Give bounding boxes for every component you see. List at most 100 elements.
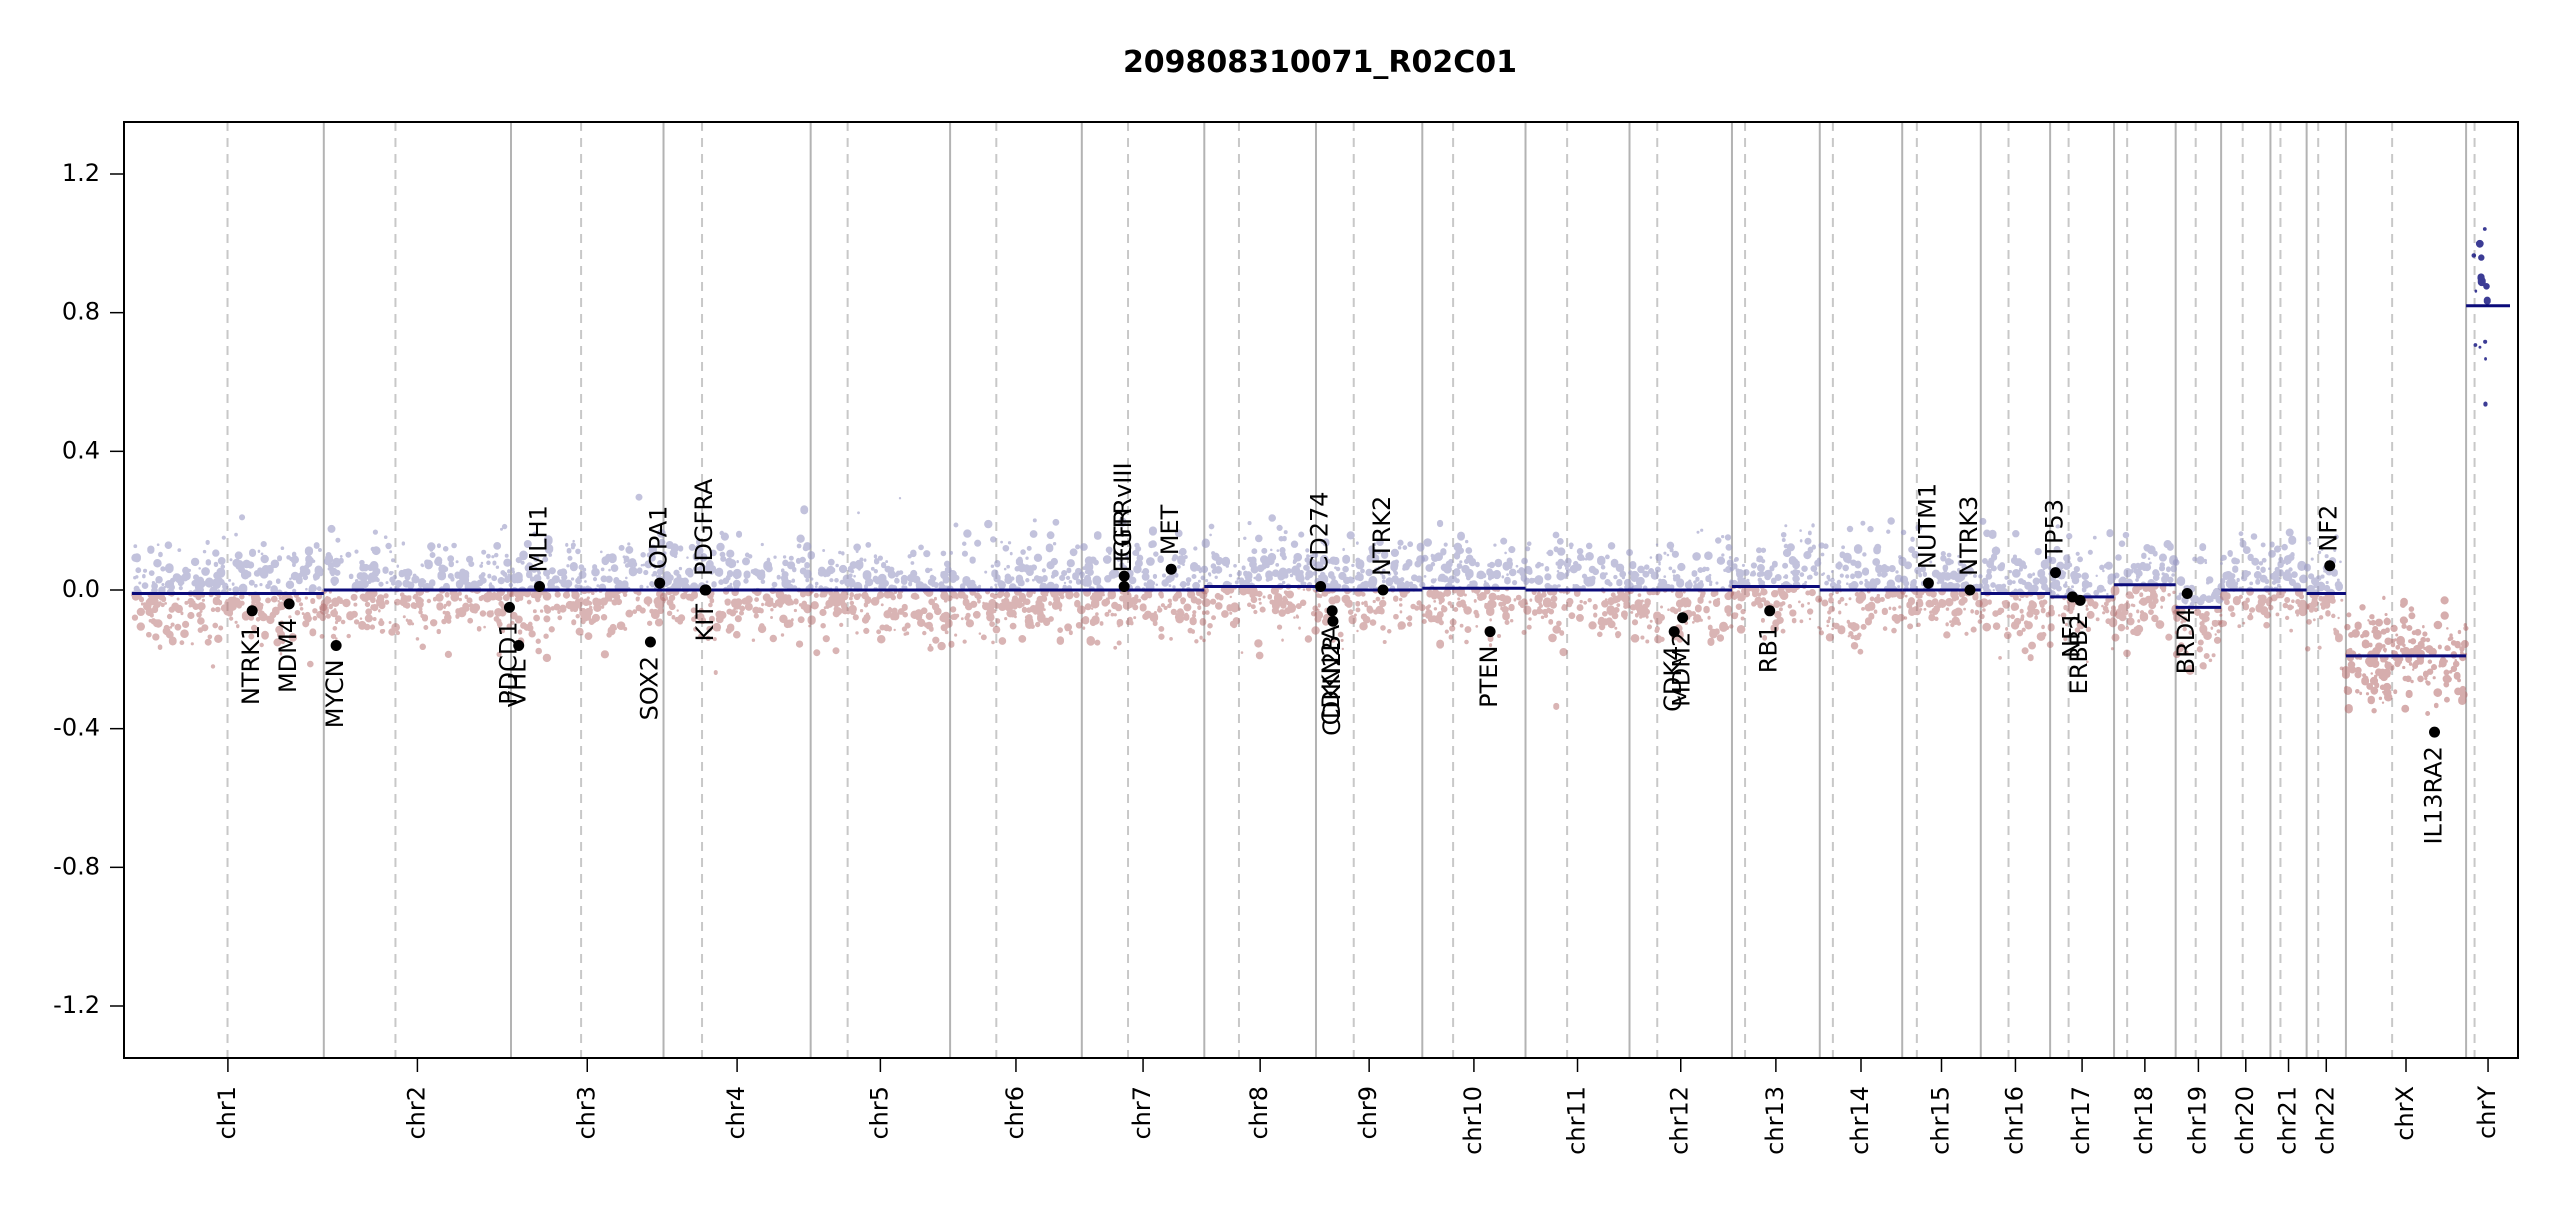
gene-label-EGFRvIII: EGFRvIII: [1109, 462, 1137, 562]
x-tick-label-chr9: chr9: [1354, 1086, 1382, 1140]
gene-label-MDM2: MDM2: [1668, 632, 1696, 707]
probe-cloud-gain-chr10: [1421, 519, 1528, 589]
x-tick-label-chr4: chr4: [722, 1086, 750, 1140]
probe-cloud-loss-chr6: [946, 590, 1086, 648]
gene-label-PDCD1: PDCD1: [494, 621, 522, 704]
gene-marker-EGFR: [1118, 581, 1130, 593]
gene-marker-PTEN: [1484, 626, 1496, 638]
probe-cloud-loss-chr2: [319, 590, 514, 659]
probe-cloud-gain-chr14: [1818, 517, 1903, 590]
x-tick-label-chr22: chr22: [2311, 1086, 2339, 1155]
gene-label-TP53: TP53: [2041, 499, 2069, 560]
gene-label-NTRK2: NTRK2: [1368, 496, 1396, 576]
probe-cloud-loss-chr7: [1080, 590, 1208, 650]
probe-cloud-loss-chr17: [2046, 596, 2118, 664]
probe-cloud-gain-chr3: [510, 493, 666, 590]
probe-cloud-loss-chr15: [1900, 590, 1983, 639]
x-tick-label-chr16: chr16: [2000, 1086, 2028, 1155]
x-tick-label-chr5: chr5: [865, 1086, 893, 1140]
probe-cloud-gain-chr15: [1898, 524, 1984, 590]
gene-label-CD274: CD274: [1306, 491, 1334, 572]
x-tick-label-chr12: chr12: [1666, 1086, 1694, 1155]
x-tick-label-chr18: chr18: [2130, 1086, 2158, 1155]
gene-label-NTRK3: NTRK3: [1955, 496, 1983, 576]
x-tick-label-chrY: chrY: [2473, 1086, 2501, 1139]
gene-label-CDK4: CDK4: [1659, 646, 1687, 712]
y-tick-label: 0.0: [62, 575, 100, 603]
x-tick-label-chr1: chr1: [213, 1086, 241, 1140]
probe-cloud-gain-chr17: [2048, 524, 2117, 597]
gene-label-NF2: NF2: [2315, 505, 2343, 552]
probe-cloud-loss-chr18: [2110, 584, 2180, 658]
probe-cloud-loss-chr3: [509, 590, 666, 663]
probe-cloud-loss-chr8: [1201, 586, 1320, 660]
gene-label-MDM4: MDM4: [274, 618, 302, 693]
probe-points: [131, 227, 2491, 716]
probe-cloud-loss-chr22: [2305, 593, 2344, 671]
probe-cloud-loss-chr4: [660, 590, 813, 675]
x-tick-label-chr17: chr17: [2067, 1086, 2095, 1155]
gene-label-MYCN: MYCN: [321, 659, 349, 728]
y-tick-label: -1.2: [53, 991, 100, 1019]
gene-marker-CDK4: [1668, 626, 1680, 638]
probe-cloud-gain-chr13: [1729, 523, 1822, 587]
probe-cloud-gain-chr18: [2113, 531, 2178, 585]
gene-marker-IL13RA2: [2429, 726, 2441, 738]
probe-cloud-loss-chr11: [1523, 590, 1631, 710]
gene-label-CDKN2B: CDKN2B: [1318, 635, 1346, 736]
gene-marker-EGFRvIII: [1118, 570, 1130, 582]
gene-label-OPA1: OPA1: [645, 506, 673, 570]
gene-marker-MET: [1165, 563, 1177, 575]
gene-label-ERBB2: ERBB2: [2065, 614, 2093, 694]
gene-marker-CDKN2A: [1326, 605, 1338, 617]
gene-label-NTRK1: NTRK1: [237, 625, 265, 705]
gene-label-VHL: VHL: [504, 659, 532, 707]
probe-cloud-loss-chr12: [1627, 590, 1735, 646]
probe-cloud-loss-chr10: [1421, 588, 1528, 649]
gene-marker-CD274: [1315, 581, 1327, 593]
probe-cloud-loss-chr14: [1818, 590, 1905, 655]
probe-cloud-gain-chr21: [2268, 528, 2308, 590]
probe-cloud-gain-chr16: [1979, 517, 2053, 594]
chart-title: 209808310071_R02C01: [1123, 45, 1517, 80]
probe-cloud-loss-chr19: [2172, 607, 2223, 675]
x-tick-label-chr7: chr7: [1128, 1086, 1156, 1140]
gene-marker-CDKN2B: [1327, 615, 1339, 627]
probe-cloud-loss-chr20: [2218, 590, 2273, 629]
gene-marker-MYCN: [330, 639, 342, 651]
gene-label-BRD4: BRD4: [2172, 607, 2200, 674]
x-tick-label-chr3: chr3: [572, 1086, 600, 1140]
gene-marker-ERBB2: [2074, 594, 2086, 606]
gene-marker-MDM4: [283, 598, 295, 610]
probe-cloud-gain-chr4: [662, 505, 814, 590]
x-tick-label-chr20: chr20: [2231, 1086, 2259, 1155]
gene-marker-RB1: [1764, 605, 1776, 617]
axes: chr1 chr2 chr3 chr4 chr5 chr6 chr7 chr8 chr9 chr1…: [53, 121, 2519, 1155]
y-tick-label: 1.2: [62, 159, 100, 187]
gene-marker-OPA1: [654, 577, 666, 589]
probe-cloud-gain-chr22: [2304, 534, 2343, 594]
gene-marker-NUTM1: [1922, 577, 1934, 589]
gene-label-CDKN2A: CDKN2A: [1317, 624, 1345, 725]
gene-label-KIT: KIT: [691, 604, 719, 642]
x-tick-label-chr13: chr13: [1761, 1086, 1789, 1155]
gene-label-NF1: NF1: [2057, 611, 2085, 658]
x-tick-label-chr8: chr8: [1245, 1086, 1273, 1140]
y-tick-label: -0.8: [53, 852, 100, 880]
gene-marker-PDCD1: [503, 601, 515, 613]
probe-cloud-loss-chr16: [1979, 593, 2052, 662]
gene-label-RB1: RB1: [1755, 625, 1783, 673]
gene-marker-NTRK1: [246, 605, 258, 617]
gene-marker-NF2: [2324, 560, 2336, 572]
y-tick-label: -0.4: [53, 714, 100, 742]
gene-label-EGFR: EGFR: [1109, 508, 1137, 572]
probe-cloud-loss-chr5: [807, 590, 953, 657]
probe-cloud-gain-chr20: [2217, 531, 2271, 590]
probe-cloud-gain-chr8: [1200, 514, 1319, 587]
gene-marker-TP53: [2050, 567, 2062, 579]
probe-cloud-gain-chr11: [1523, 531, 1634, 590]
y-tick-label: 0.4: [62, 436, 100, 464]
probe-cloud-gain-chr6: [946, 518, 1082, 590]
